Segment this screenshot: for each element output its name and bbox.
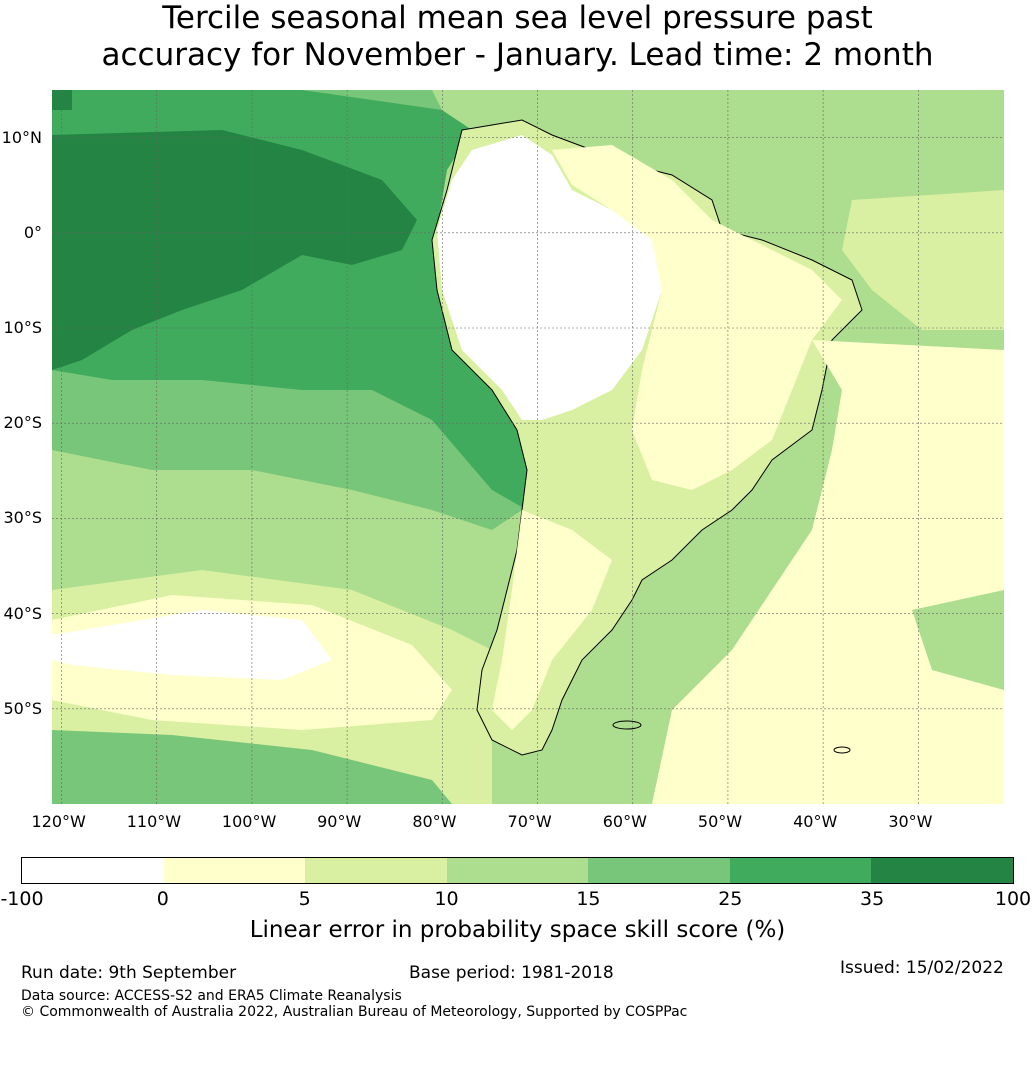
colorbar-tick-label: 35	[860, 888, 885, 910]
colorbar-tick-label: 15	[576, 888, 601, 910]
colorbar-label: Linear error in probability space skill …	[249, 917, 786, 943]
colorbar-tick-label: 25	[718, 888, 743, 910]
latitude-label: 20°S	[3, 413, 42, 433]
latitude-label: 30°S	[3, 508, 42, 528]
pacific-zone-35b	[52, 130, 417, 370]
colorbar-tick-label: -100	[0, 888, 44, 910]
colorbar-segment	[729, 858, 872, 883]
colorbar	[21, 857, 1014, 884]
map-title: Tercile seasonal mean sea level pressure…	[0, 0, 1035, 74]
colorbar-tick-label: 0	[156, 888, 169, 910]
data-source: Data source: ACCESS-S2 and ERA5 Climate …	[21, 988, 402, 1004]
atlantic-zone-10	[842, 190, 1004, 330]
title-line-1: Tercile seasonal mean sea level pressure…	[162, 0, 873, 36]
colorbar-tick-label: 10	[434, 888, 459, 910]
colorbar-segment	[305, 858, 447, 883]
longitude-label: 90°W	[317, 812, 362, 831]
falkland-islands	[612, 720, 642, 730]
longitude-label: 110°W	[126, 812, 182, 831]
colorbar-tick-label: 100	[994, 888, 1032, 910]
latitude-label: 10°S	[3, 318, 42, 337]
atlantic-zone-5	[652, 340, 1004, 804]
colorbar-segment	[163, 858, 306, 883]
island-south-atlantic	[833, 746, 851, 754]
longitude-label: 50°W	[697, 812, 743, 831]
colorbar-tick-label: 5	[298, 888, 311, 910]
copyright: © Commonwealth of Australia 2022, Austra…	[21, 1004, 688, 1020]
longitude-label: 70°W	[507, 812, 552, 831]
latitude-label: 10°N	[1, 127, 42, 147]
title-line-2: accuracy for November - January. Lead ti…	[101, 37, 934, 73]
issued-date: Issued: 15/02/2022	[840, 958, 1004, 978]
base-period: Base period: 1981-2018	[409, 963, 614, 983]
skill-score-map	[52, 90, 1004, 804]
colorbar-segment	[446, 858, 589, 883]
brazil-zone-5	[552, 145, 842, 490]
southern-cone-zone-5	[492, 510, 612, 730]
latitude-label: 0°	[23, 222, 42, 242]
colorbar-segment	[871, 858, 1014, 883]
latitude-label: 50°S	[3, 698, 42, 718]
graticule	[52, 90, 1004, 804]
andes-zero-zone	[437, 135, 662, 420]
atlantic-zone-15	[912, 590, 1004, 690]
longitude-label: 120°W	[31, 812, 86, 831]
longitude-label: 30°W	[888, 812, 933, 831]
longitude-label: 40°W	[793, 812, 838, 831]
colorbar-segment	[22, 858, 164, 883]
longitude-label: 100°W	[221, 812, 277, 831]
pacific-zone-35c	[52, 90, 72, 110]
latitude-label: 40°S	[3, 603, 42, 623]
run-date: Run date: 9th September	[21, 963, 237, 983]
longitude-label: 60°W	[602, 812, 647, 831]
longitude-label: 80°W	[412, 812, 457, 831]
south-zone-0	[52, 610, 332, 680]
colorbar-segment	[588, 858, 730, 883]
